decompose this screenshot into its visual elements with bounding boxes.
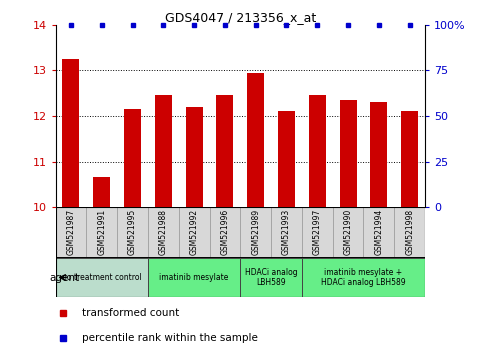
Bar	[309, 96, 326, 207]
Bar	[210, 207, 240, 257]
Bar	[124, 109, 141, 207]
Bar	[302, 258, 425, 297]
Text: GSM521989: GSM521989	[251, 209, 260, 256]
Bar	[333, 207, 364, 257]
Bar	[364, 207, 394, 257]
Text: imatinib mesylate: imatinib mesylate	[159, 273, 229, 282]
Text: GSM521988: GSM521988	[159, 209, 168, 255]
Bar	[271, 207, 302, 257]
Bar	[148, 258, 241, 297]
Bar	[340, 100, 356, 207]
Text: GSM521993: GSM521993	[282, 209, 291, 256]
Text: HDACi analog
LBH589: HDACi analog LBH589	[245, 268, 298, 287]
Bar	[401, 112, 418, 207]
Bar	[240, 207, 271, 257]
Bar	[240, 258, 302, 297]
Bar	[394, 207, 425, 257]
Text: GSM521998: GSM521998	[405, 209, 414, 256]
Bar	[117, 207, 148, 257]
Bar	[247, 73, 264, 207]
Text: GSM521992: GSM521992	[190, 209, 199, 256]
Text: percentile rank within the sample: percentile rank within the sample	[82, 333, 258, 343]
Text: GSM521990: GSM521990	[343, 209, 353, 256]
Text: GSM521987: GSM521987	[67, 209, 75, 256]
Bar	[93, 177, 110, 207]
Bar	[302, 207, 333, 257]
Text: no treatment control: no treatment control	[62, 273, 142, 282]
Bar	[278, 112, 295, 207]
Text: transformed count: transformed count	[82, 308, 179, 318]
Text: GSM521994: GSM521994	[374, 209, 384, 256]
Bar	[56, 258, 148, 297]
Text: GSM521997: GSM521997	[313, 209, 322, 256]
Bar	[86, 207, 117, 257]
Bar	[56, 207, 86, 257]
Text: GSM521991: GSM521991	[97, 209, 106, 256]
Text: GSM521996: GSM521996	[220, 209, 229, 256]
Title: GDS4047 / 213356_x_at: GDS4047 / 213356_x_at	[165, 11, 316, 24]
Bar	[155, 96, 172, 207]
Bar	[179, 207, 210, 257]
Text: imatinib mesylate +
HDACi analog LBH589: imatinib mesylate + HDACi analog LBH589	[321, 268, 406, 287]
Bar	[370, 102, 387, 207]
Bar	[148, 207, 179, 257]
Text: GSM521995: GSM521995	[128, 209, 137, 256]
Bar	[216, 96, 233, 207]
Bar	[185, 107, 202, 207]
Bar	[62, 59, 79, 207]
Text: agent: agent	[49, 273, 80, 282]
